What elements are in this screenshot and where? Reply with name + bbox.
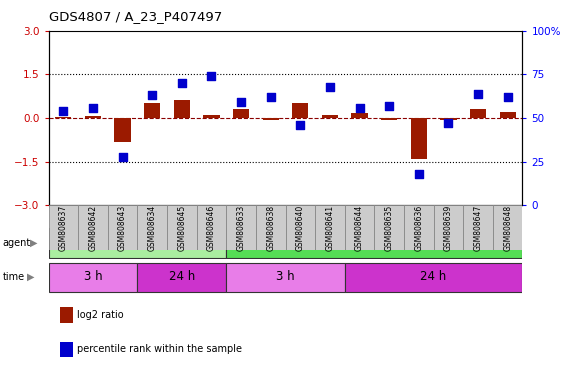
Text: GSM808640: GSM808640 (296, 204, 305, 251)
Text: GSM808648: GSM808648 (503, 204, 512, 251)
Text: ▶: ▶ (27, 272, 35, 282)
Point (444, 120, 453, 126)
Text: GSM808634: GSM808634 (148, 204, 156, 251)
Bar (286, 205, 315, 250)
Bar (263, 118, 279, 119)
Text: GSM808647: GSM808647 (473, 204, 482, 251)
Text: GSM808645: GSM808645 (178, 204, 186, 251)
Bar (78, 205, 108, 250)
Bar (114, 118, 131, 142)
Text: GSM808646: GSM808646 (207, 204, 216, 251)
Text: 24 h: 24 h (168, 270, 195, 283)
Bar (226, 228, 522, 258)
Point (473, 91, 482, 97)
Bar (411, 118, 427, 159)
Bar (463, 205, 493, 250)
Bar (203, 114, 220, 118)
Bar (196, 205, 226, 250)
Text: 3 h: 3 h (84, 270, 102, 283)
Bar (108, 205, 138, 250)
Text: GSM808643: GSM808643 (118, 204, 127, 251)
Point (236, 99, 246, 106)
Bar (381, 118, 397, 121)
Bar (315, 205, 345, 250)
Text: ▶: ▶ (30, 238, 37, 248)
Text: log2 ratio: log2 ratio (77, 310, 124, 320)
Text: GSM808633: GSM808633 (236, 204, 246, 251)
Bar (404, 205, 433, 250)
Text: control: control (117, 236, 158, 249)
Bar (49, 263, 138, 292)
Bar (493, 205, 522, 250)
Text: GSM808641: GSM808641 (325, 204, 335, 251)
Bar (375, 205, 404, 250)
Bar (292, 103, 308, 118)
Text: GSM808638: GSM808638 (266, 204, 275, 251)
Bar (256, 205, 286, 250)
Bar (440, 118, 457, 120)
Text: GSM808642: GSM808642 (89, 204, 98, 251)
Bar (85, 116, 101, 118)
Text: GSM808639: GSM808639 (444, 204, 453, 251)
Point (385, 103, 394, 109)
Text: GDS4807 / A_23_P407497: GDS4807 / A_23_P407497 (49, 10, 222, 23)
Point (148, 92, 157, 98)
Point (355, 104, 364, 111)
Bar (167, 205, 196, 250)
Bar (345, 263, 522, 292)
Point (414, 171, 423, 177)
Text: time: time (3, 272, 25, 282)
Text: agent: agent (3, 238, 31, 248)
Point (266, 94, 275, 100)
Bar (345, 205, 375, 250)
Point (207, 73, 216, 79)
Text: 3 h: 3 h (276, 270, 295, 283)
Point (177, 80, 186, 86)
Bar (49, 228, 226, 258)
Point (325, 84, 335, 90)
Text: GSM808637: GSM808637 (59, 204, 68, 251)
Bar (233, 109, 249, 118)
Point (59, 108, 68, 114)
Bar (138, 205, 167, 250)
Point (89, 104, 98, 111)
Bar (174, 100, 190, 118)
Point (118, 154, 127, 160)
Text: 24 h: 24 h (420, 270, 447, 283)
Point (503, 94, 512, 100)
Bar (500, 112, 516, 118)
Bar (144, 103, 160, 118)
Bar (55, 117, 71, 118)
Text: GSM808644: GSM808644 (355, 204, 364, 251)
Text: GSM808636: GSM808636 (415, 204, 423, 251)
Text: GSM808635: GSM808635 (385, 204, 393, 251)
Text: percentile rank within the sample: percentile rank within the sample (77, 344, 242, 354)
Bar (49, 205, 78, 250)
Bar (226, 205, 256, 250)
Text: IL-17C: IL-17C (356, 236, 393, 249)
Bar (226, 263, 345, 292)
Bar (433, 205, 463, 250)
Bar (470, 109, 486, 118)
Point (296, 122, 305, 128)
Bar (138, 263, 226, 292)
Bar (322, 114, 338, 118)
Bar (351, 113, 368, 118)
